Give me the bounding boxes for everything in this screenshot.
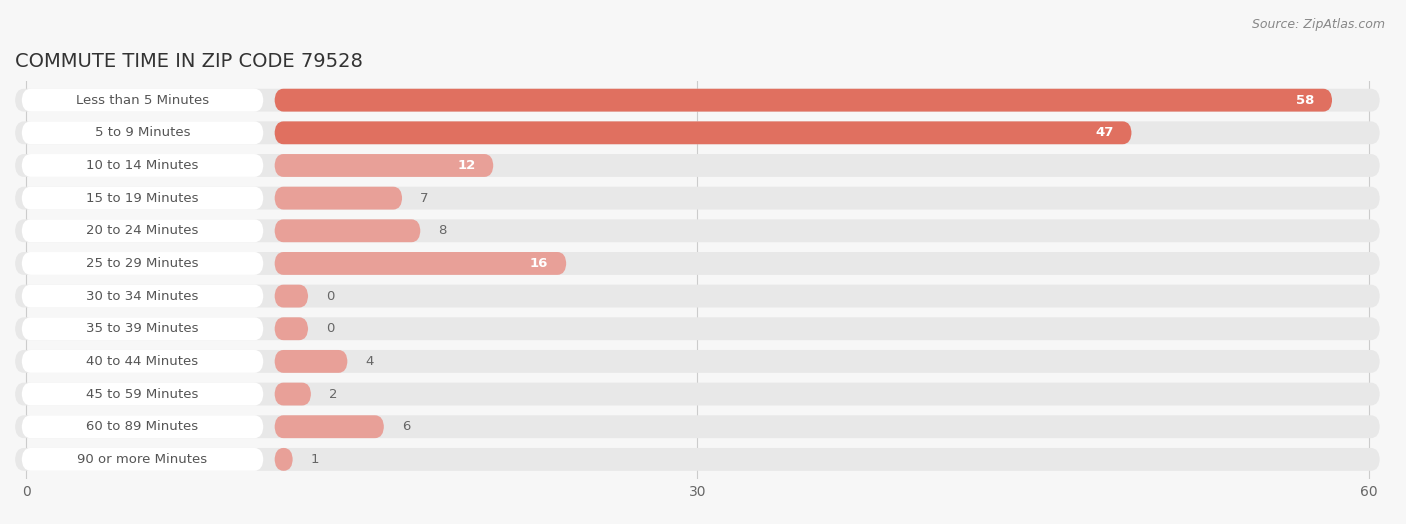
Text: COMMUTE TIME IN ZIP CODE 79528: COMMUTE TIME IN ZIP CODE 79528 [15, 52, 363, 71]
Text: 45 to 59 Minutes: 45 to 59 Minutes [86, 388, 198, 400]
FancyBboxPatch shape [274, 285, 308, 308]
FancyBboxPatch shape [274, 448, 292, 471]
FancyBboxPatch shape [274, 350, 347, 373]
Text: 15 to 19 Minutes: 15 to 19 Minutes [86, 192, 198, 205]
Text: 4: 4 [366, 355, 374, 368]
FancyBboxPatch shape [21, 448, 263, 471]
Text: 30 to 34 Minutes: 30 to 34 Minutes [86, 290, 198, 302]
FancyBboxPatch shape [274, 220, 420, 242]
FancyBboxPatch shape [15, 350, 1379, 373]
Text: Less than 5 Minutes: Less than 5 Minutes [76, 94, 209, 107]
Text: 58: 58 [1296, 94, 1315, 107]
Text: 10 to 14 Minutes: 10 to 14 Minutes [86, 159, 198, 172]
FancyBboxPatch shape [15, 448, 1379, 471]
FancyBboxPatch shape [15, 220, 1379, 242]
Text: 47: 47 [1095, 126, 1114, 139]
Text: 16: 16 [530, 257, 548, 270]
FancyBboxPatch shape [21, 122, 263, 144]
FancyBboxPatch shape [21, 89, 263, 112]
FancyBboxPatch shape [274, 416, 384, 438]
FancyBboxPatch shape [15, 285, 1379, 308]
Text: 8: 8 [439, 224, 447, 237]
Text: 2: 2 [329, 388, 337, 400]
FancyBboxPatch shape [274, 383, 311, 406]
FancyBboxPatch shape [21, 383, 263, 406]
Text: 90 or more Minutes: 90 or more Minutes [77, 453, 208, 466]
FancyBboxPatch shape [15, 122, 1379, 144]
FancyBboxPatch shape [21, 285, 263, 308]
FancyBboxPatch shape [21, 318, 263, 340]
Text: 5 to 9 Minutes: 5 to 9 Minutes [94, 126, 190, 139]
Text: 6: 6 [402, 420, 411, 433]
FancyBboxPatch shape [21, 187, 263, 210]
Text: 20 to 24 Minutes: 20 to 24 Minutes [86, 224, 198, 237]
FancyBboxPatch shape [21, 350, 263, 373]
FancyBboxPatch shape [21, 252, 263, 275]
FancyBboxPatch shape [274, 187, 402, 210]
FancyBboxPatch shape [21, 220, 263, 242]
FancyBboxPatch shape [15, 187, 1379, 210]
Text: 35 to 39 Minutes: 35 to 39 Minutes [86, 322, 198, 335]
FancyBboxPatch shape [15, 318, 1379, 340]
Text: 25 to 29 Minutes: 25 to 29 Minutes [86, 257, 198, 270]
Text: 1: 1 [311, 453, 319, 466]
FancyBboxPatch shape [15, 383, 1379, 406]
FancyBboxPatch shape [15, 252, 1379, 275]
FancyBboxPatch shape [274, 252, 567, 275]
FancyBboxPatch shape [15, 416, 1379, 438]
Text: 0: 0 [326, 290, 335, 302]
FancyBboxPatch shape [274, 154, 494, 177]
Text: 60 to 89 Minutes: 60 to 89 Minutes [87, 420, 198, 433]
Text: 7: 7 [420, 192, 429, 205]
Text: 40 to 44 Minutes: 40 to 44 Minutes [87, 355, 198, 368]
Text: 12: 12 [457, 159, 475, 172]
FancyBboxPatch shape [21, 154, 263, 177]
Text: Source: ZipAtlas.com: Source: ZipAtlas.com [1251, 18, 1385, 31]
FancyBboxPatch shape [274, 122, 1132, 144]
FancyBboxPatch shape [274, 318, 308, 340]
FancyBboxPatch shape [21, 416, 263, 438]
FancyBboxPatch shape [15, 154, 1379, 177]
Text: 0: 0 [326, 322, 335, 335]
FancyBboxPatch shape [15, 89, 1379, 112]
FancyBboxPatch shape [274, 89, 1331, 112]
